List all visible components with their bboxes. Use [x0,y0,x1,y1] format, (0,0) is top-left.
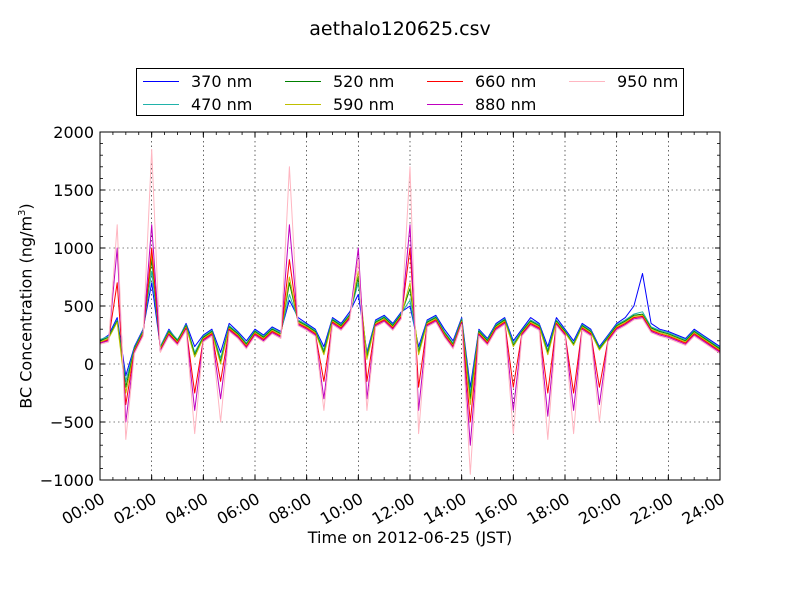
legend-item: 660 nm [427,71,536,91]
x-tick-label: 20:00 [575,489,624,529]
x-axis-label: Time on 2012-06-25 (JST) [307,528,513,547]
legend-swatch [143,80,179,82]
x-tick-label: 08:00 [265,489,314,529]
y-axis-label-sup: 3 [17,209,29,216]
series-line-590-nm [99,253,721,406]
y-axis-label-suffix: ) [16,203,36,210]
x-tick-label: 04:00 [162,489,211,529]
y-tick-label: −1000 [40,471,94,490]
series-line-950-nm [99,148,721,475]
x-tick-label: 12:00 [369,489,418,529]
y-tick-label: 1000 [53,239,94,258]
legend-label: 660 nm [475,71,537,91]
legend-swatch [427,103,463,105]
y-tick-label: 500 [63,297,94,316]
legend-swatch [285,80,321,82]
x-tick-label: 18:00 [524,489,573,529]
series-line-520-nm [99,259,721,400]
series-line-370-nm [99,273,721,388]
legend-swatch [285,103,321,105]
legend-label: 950 nm [617,71,679,91]
chart-title: aethalo120625.csv [309,18,491,40]
x-tick-label: 02:00 [110,489,159,529]
legend-label: 470 nm [191,94,253,114]
x-tick-label: 06:00 [214,489,263,529]
y-axis-label-prefix: BC Concentration (ng/m [16,215,36,409]
x-tick-label: 14:00 [420,489,469,529]
series-line-660-nm [99,247,721,423]
legend-label: 370 nm [191,71,253,91]
legend-label: 590 nm [333,94,395,114]
y-tick-label: −500 [50,413,94,432]
legend-item: 950 nm [569,71,678,91]
legend-item: 470 nm [143,94,252,114]
x-tick-label: 00:00 [59,489,108,529]
plot-frame [99,131,721,481]
legend-swatch [427,80,463,82]
legend-label: 880 nm [475,94,537,114]
legend-swatch [143,103,179,105]
series-line-880-nm [99,224,721,446]
y-tick-label: 0 [84,355,94,374]
x-tick-label: 24:00 [679,489,728,529]
legend-item: 880 nm [427,94,536,114]
series-line-470-nm [99,270,721,394]
legend-item: 370 nm [143,71,252,91]
legend-label: 520 nm [333,71,395,91]
legend-swatch [569,80,605,82]
x-tick-label: 22:00 [627,489,676,529]
legend-item: 590 nm [285,94,394,114]
x-tick-label: 10:00 [317,489,366,529]
y-axis-label: BC Concentration (ng/m3) [17,203,36,408]
y-tick-label: 2000 [53,123,94,142]
legend-item: 520 nm [285,71,394,91]
y-tick-label: 1500 [53,181,94,200]
x-tick-label: 16:00 [472,489,521,529]
legend: 370 nm 470 nm 520 nm 590 nm 660 nm 880 nm 950 … [136,68,684,116]
